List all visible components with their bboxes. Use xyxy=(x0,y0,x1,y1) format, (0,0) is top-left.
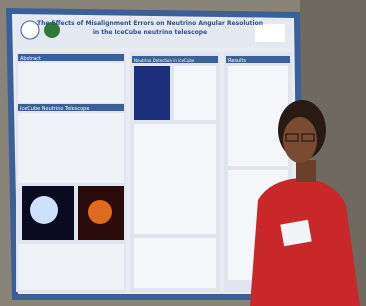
section-title: Neutrino Detection in IceCube xyxy=(134,58,195,63)
image xyxy=(30,196,58,224)
photo: The Effects of Misalignment Errors on Ne… xyxy=(0,0,366,306)
text-block xyxy=(18,113,124,183)
person-face xyxy=(283,117,317,163)
text-block xyxy=(18,63,124,103)
poster-title: The Effects of Misalignment Errors on Ne… xyxy=(37,20,263,27)
text-block xyxy=(228,66,288,166)
text-block xyxy=(134,124,216,234)
text-block xyxy=(174,66,216,120)
section-title: Abstract xyxy=(20,56,41,62)
image xyxy=(134,66,170,120)
section-title: Results xyxy=(228,58,246,64)
text-block xyxy=(134,238,216,288)
person-neck xyxy=(296,160,316,182)
page: The Effects of Misalignment Errors on Ne… xyxy=(0,0,366,306)
poster-title: in the IceCube neutrino telescope xyxy=(93,29,207,36)
text-block xyxy=(18,244,124,290)
section-title: IceCube Neutrino Telescope xyxy=(20,106,89,112)
image xyxy=(88,200,112,224)
